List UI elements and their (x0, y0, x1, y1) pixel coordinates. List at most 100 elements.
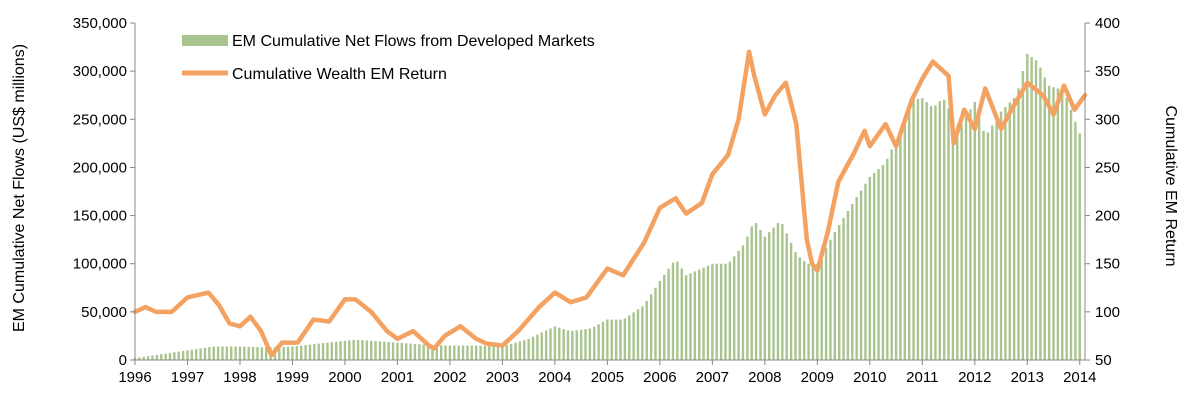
flow-bar (474, 345, 478, 360)
y2-tick-label: 50 (1095, 352, 1112, 369)
flow-bar (724, 263, 727, 360)
y-tick-label: 300,000 (73, 63, 127, 80)
flow-bar (243, 346, 246, 360)
flow-bar (461, 345, 465, 360)
y-tick-label: 50,000 (81, 304, 127, 321)
flow-bar (846, 210, 850, 360)
flow-bar (251, 347, 255, 360)
x-tick-label: 2005 (591, 369, 624, 386)
x-tick-label: 2012 (958, 369, 991, 386)
flow-bar (282, 346, 285, 360)
flow-bar (864, 183, 867, 360)
flow-bar (540, 332, 543, 360)
flow-bar (820, 255, 823, 360)
flow-bar (960, 124, 963, 360)
flow-bar (754, 223, 758, 360)
x-tick-label: 2006 (643, 369, 676, 386)
flow-bar (1052, 87, 1055, 360)
flow-bar (842, 217, 845, 360)
flow-bar (890, 149, 893, 360)
flow-bar (593, 326, 596, 360)
y2-tick-label: 200 (1095, 208, 1120, 225)
flow-bar (947, 108, 950, 361)
flow-bar (238, 346, 242, 360)
x-tick-label: 2008 (748, 369, 781, 386)
flow-bar (265, 347, 268, 360)
flow-bar (409, 343, 412, 360)
flow-bar (619, 319, 622, 360)
flow-bar (1056, 88, 1060, 360)
flow-bar (422, 344, 425, 360)
flow-bar (689, 273, 692, 360)
flow-bar (1004, 107, 1007, 360)
axes-layer (130, 22, 1090, 365)
flow-bar (304, 345, 307, 360)
flow-bar (334, 341, 338, 360)
flow-bar (256, 347, 259, 360)
flow-bar (466, 345, 469, 360)
flow-bar (1017, 88, 1020, 360)
flow-bar (606, 319, 609, 360)
flow-bar (934, 105, 937, 360)
legend: EM Cumulative Net Flows from Developed M… (182, 33, 595, 83)
flow-bar (348, 340, 351, 360)
flow-bar (387, 342, 390, 360)
flow-bar (956, 125, 959, 361)
flow-bar (536, 334, 539, 360)
flow-bar (352, 339, 355, 360)
y-tick-label: 250,000 (73, 111, 127, 128)
flow-bar (623, 318, 627, 360)
flow-bar (794, 252, 797, 360)
flow-bar (391, 342, 395, 360)
y2-tick-label: 350 (1095, 63, 1120, 80)
flow-bar (383, 341, 386, 360)
flow-bar (1043, 77, 1046, 360)
flow-bar (877, 169, 880, 360)
flow-bar (278, 347, 281, 360)
flow-bar (881, 165, 885, 360)
flow-bar (837, 225, 841, 360)
y-tick-label: 150,000 (73, 208, 127, 225)
flow-bar (553, 326, 557, 360)
flow-bar (492, 346, 495, 360)
flow-bar (693, 271, 697, 360)
flow-bar (448, 345, 452, 360)
x-tick-label: 2014 (1063, 369, 1096, 386)
flow-bar (925, 102, 928, 361)
flow-bar (824, 247, 828, 360)
flow-bar (667, 268, 670, 360)
flow-bar (230, 346, 233, 360)
flow-bar (579, 329, 583, 360)
flow-bar (146, 356, 150, 360)
flow-bar (706, 265, 710, 360)
flow-bar (177, 351, 180, 360)
flow-bar (418, 344, 421, 360)
flow-bar (715, 263, 718, 360)
y2-tick-label: 100 (1095, 304, 1120, 321)
flow-bar (991, 125, 994, 361)
flow-bar (523, 340, 526, 360)
legend-swatch-bars (182, 35, 228, 46)
x-tick-label: 2010 (853, 369, 886, 386)
flow-bar (614, 319, 618, 360)
flow-bar (295, 346, 299, 360)
flow-bar (768, 232, 771, 360)
flow-bar (234, 346, 237, 360)
flow-bar (479, 345, 482, 360)
flow-bar (181, 351, 185, 360)
flow-bar (400, 342, 404, 360)
flow-bar (1069, 109, 1073, 360)
x-tick-label: 2009 (801, 369, 834, 386)
flow-bar (916, 98, 920, 360)
flow-bar (562, 328, 565, 360)
flow-bar (1061, 89, 1064, 361)
flow-bar (439, 345, 443, 360)
flow-bar (816, 263, 819, 360)
flow-bar (212, 346, 215, 360)
x-tick-label: 2011 (906, 369, 938, 386)
flow-bar (190, 349, 194, 360)
line-layer (132, 49, 1088, 358)
flow-bar (435, 345, 438, 360)
x-tick-label: 2001 (381, 369, 414, 386)
